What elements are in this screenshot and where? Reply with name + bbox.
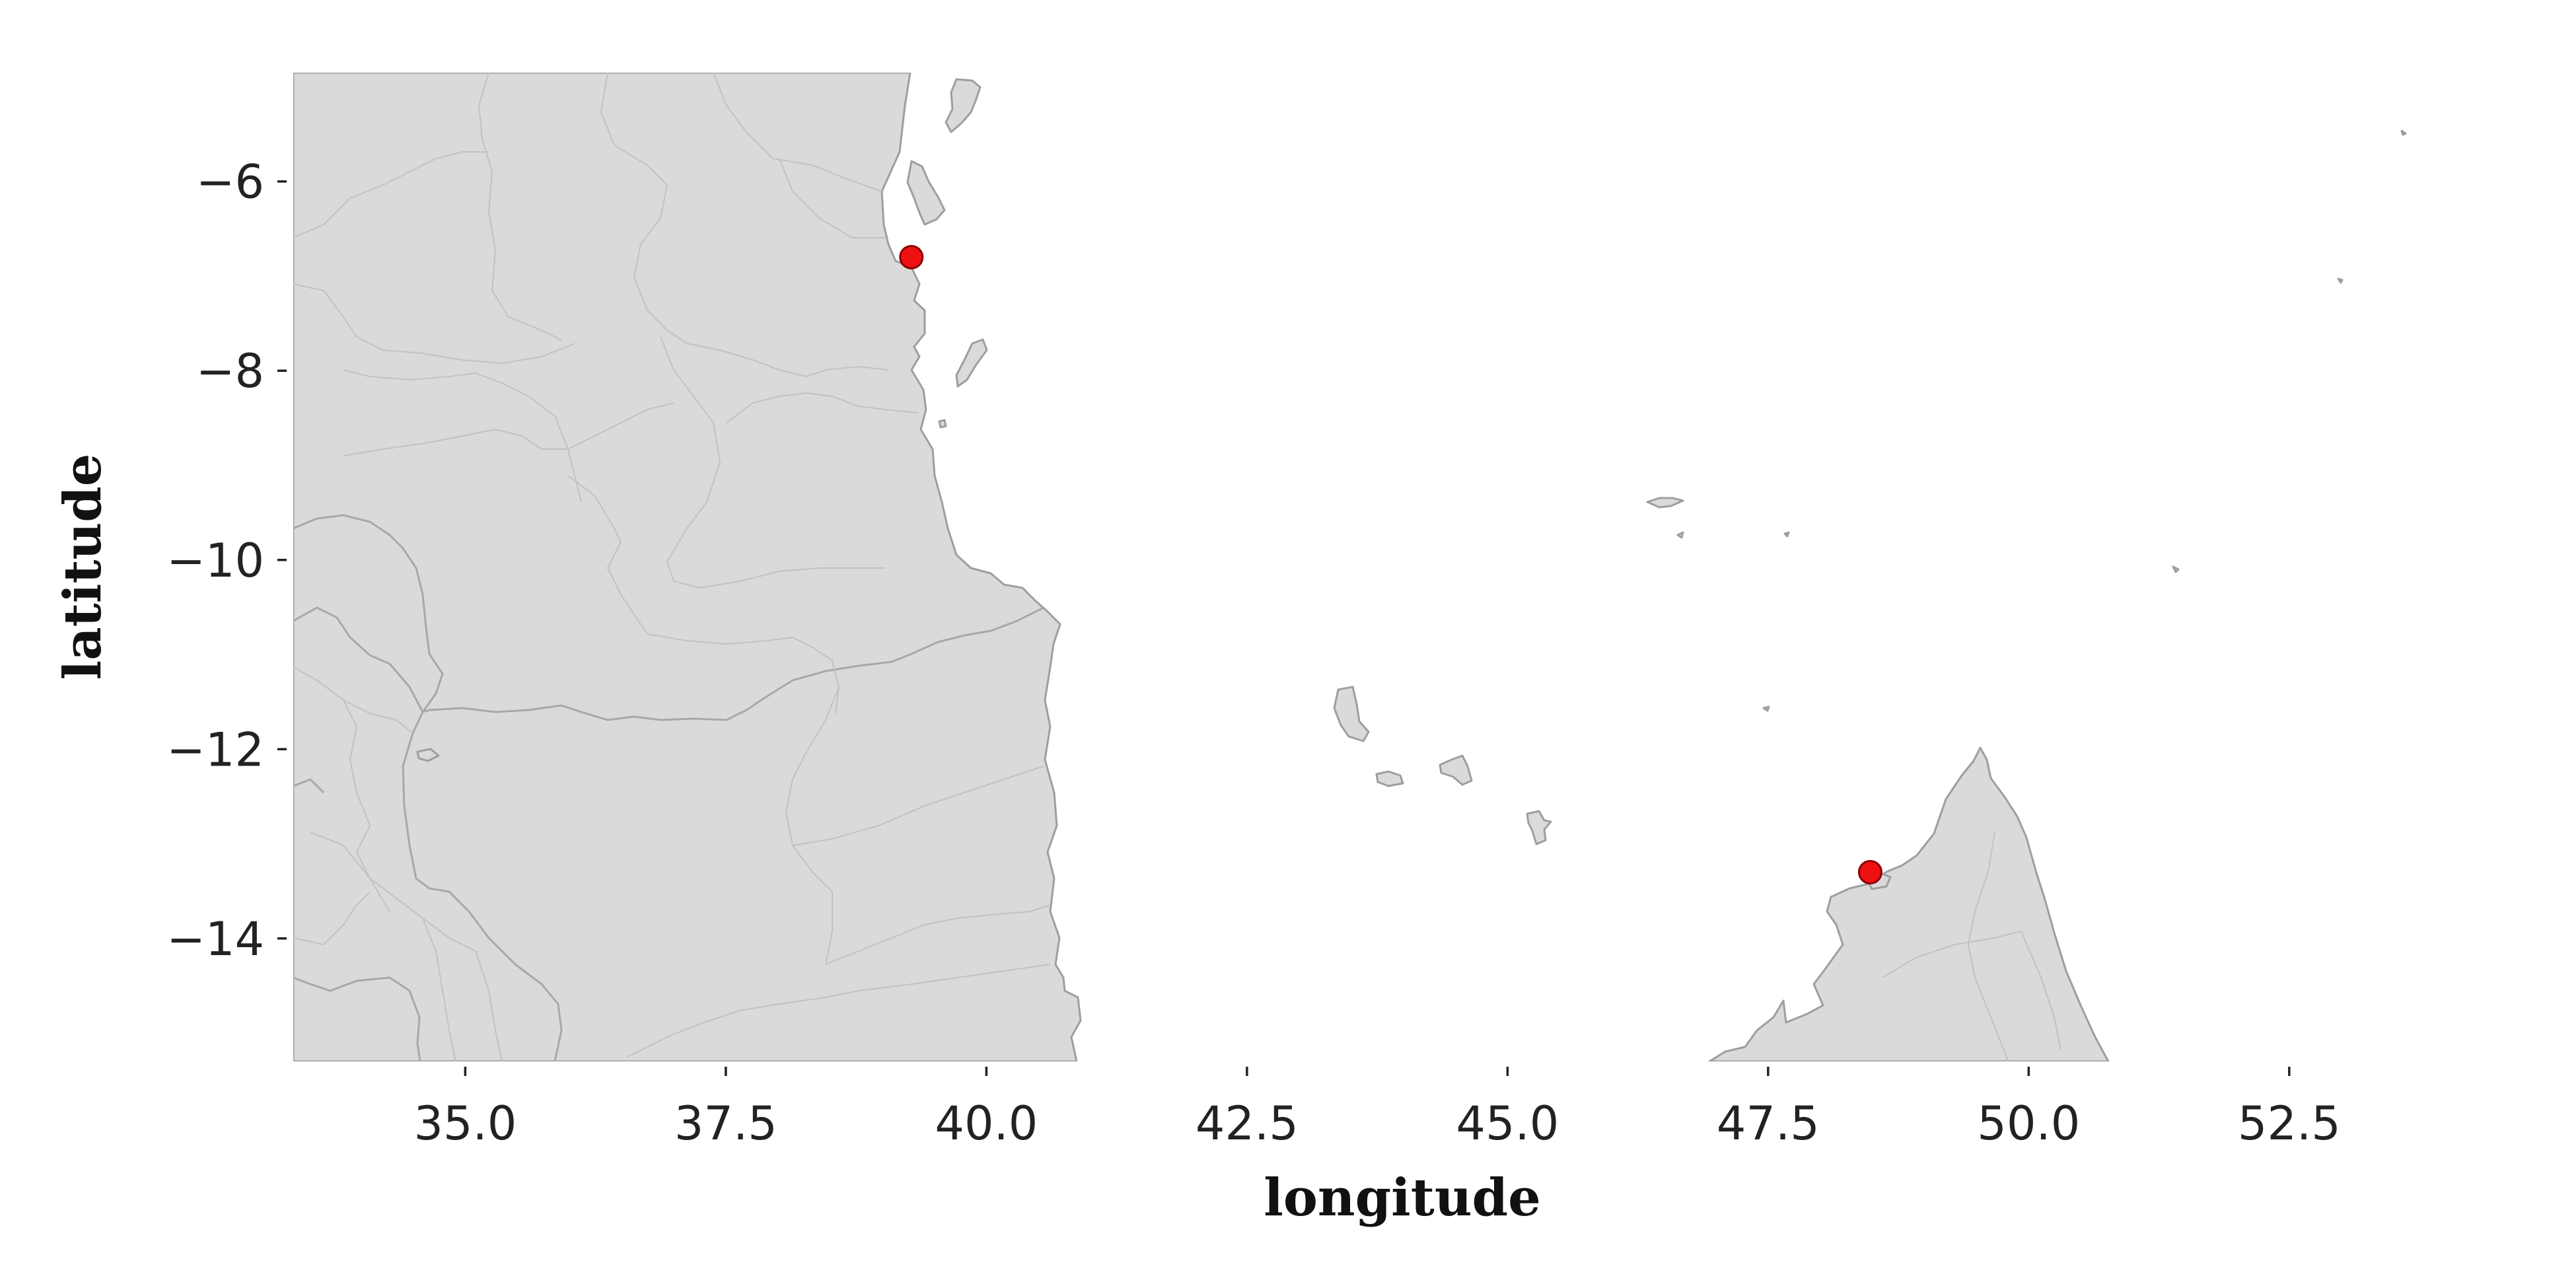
border-tanzania-mozambique xyxy=(422,606,1044,721)
admin-line xyxy=(600,73,668,331)
admin-line xyxy=(785,686,840,965)
moheli-island xyxy=(1375,770,1404,787)
x-tick-label: 37.5 xyxy=(674,1096,777,1151)
admin-line xyxy=(475,950,503,1061)
admin-line xyxy=(660,336,885,589)
x-tick-label: 35.0 xyxy=(413,1096,517,1151)
border-west xyxy=(293,606,424,713)
islet xyxy=(1762,705,1770,712)
admin-line xyxy=(825,904,1051,965)
y-tick-label: −6 xyxy=(196,155,264,209)
admin-line xyxy=(422,917,456,1061)
admin-line xyxy=(1882,931,2022,978)
mafia-island xyxy=(955,338,988,388)
border-southwest xyxy=(293,778,325,794)
aldabra-island xyxy=(1646,497,1684,509)
lake-islet xyxy=(416,748,440,762)
x-tick-label: 45.0 xyxy=(1456,1096,1559,1151)
madagascar xyxy=(1708,746,2110,1061)
anjouan-island xyxy=(1439,754,1473,786)
x-tick-label: 40.0 xyxy=(935,1096,1038,1151)
admin-line xyxy=(310,832,476,952)
admin-line xyxy=(293,151,489,238)
admin-line xyxy=(293,666,390,912)
admin-line xyxy=(567,475,793,645)
y-tick-label: −14 xyxy=(166,912,264,966)
admin-line xyxy=(713,73,882,192)
admin-line xyxy=(293,891,371,946)
islet xyxy=(2172,565,2180,573)
admin-line xyxy=(726,392,919,423)
pemba-island xyxy=(945,78,982,133)
basemap xyxy=(293,73,2407,1061)
islet xyxy=(938,419,947,429)
africa-mainland xyxy=(293,73,1082,1061)
admin-line xyxy=(343,402,674,456)
border-tanzania-malawi xyxy=(293,514,444,713)
islet xyxy=(2337,277,2343,284)
border-malawi-zambia xyxy=(293,976,421,1061)
data-points xyxy=(899,244,1882,884)
y-axis-title: latitude xyxy=(53,454,113,680)
admin-line xyxy=(779,158,885,238)
admin-line xyxy=(343,699,413,734)
admin-line xyxy=(627,964,1051,1057)
admin-line xyxy=(666,330,889,378)
border-malawi-mozambique xyxy=(402,711,563,1061)
islet xyxy=(1676,531,1684,539)
x-tick-label: 50.0 xyxy=(1977,1096,2080,1151)
admin-line xyxy=(1967,832,2009,1061)
admin-line xyxy=(792,637,840,714)
admin-line xyxy=(2021,931,2061,1051)
admin-line xyxy=(293,283,575,365)
admin-boundaries xyxy=(293,73,2061,1061)
location-marker xyxy=(899,244,924,269)
admin-line xyxy=(478,73,562,341)
x-tick-label: 47.5 xyxy=(1717,1096,1820,1151)
islet xyxy=(2400,129,2407,136)
axes: 35.0 37.5 40.0 42.5 45.0 47.5 50.0 52.5 −6 −8 −10 −… xyxy=(166,155,2341,1151)
mayotte-island xyxy=(1526,810,1552,845)
location-marker xyxy=(1857,859,1882,884)
grande-comore-island xyxy=(1333,686,1370,742)
admin-line xyxy=(792,766,1044,846)
y-tick-label: −8 xyxy=(196,344,264,398)
islet xyxy=(1783,531,1790,538)
zanzibar-island xyxy=(906,160,946,226)
y-tick-label: −10 xyxy=(166,534,264,588)
x-axis-title: longitude xyxy=(1264,1168,1540,1228)
x-tick-label: 52.5 xyxy=(2238,1096,2341,1151)
y-tick-label: −12 xyxy=(166,723,264,777)
admin-line xyxy=(343,369,582,503)
x-tick-label: 42.5 xyxy=(1196,1096,1299,1151)
